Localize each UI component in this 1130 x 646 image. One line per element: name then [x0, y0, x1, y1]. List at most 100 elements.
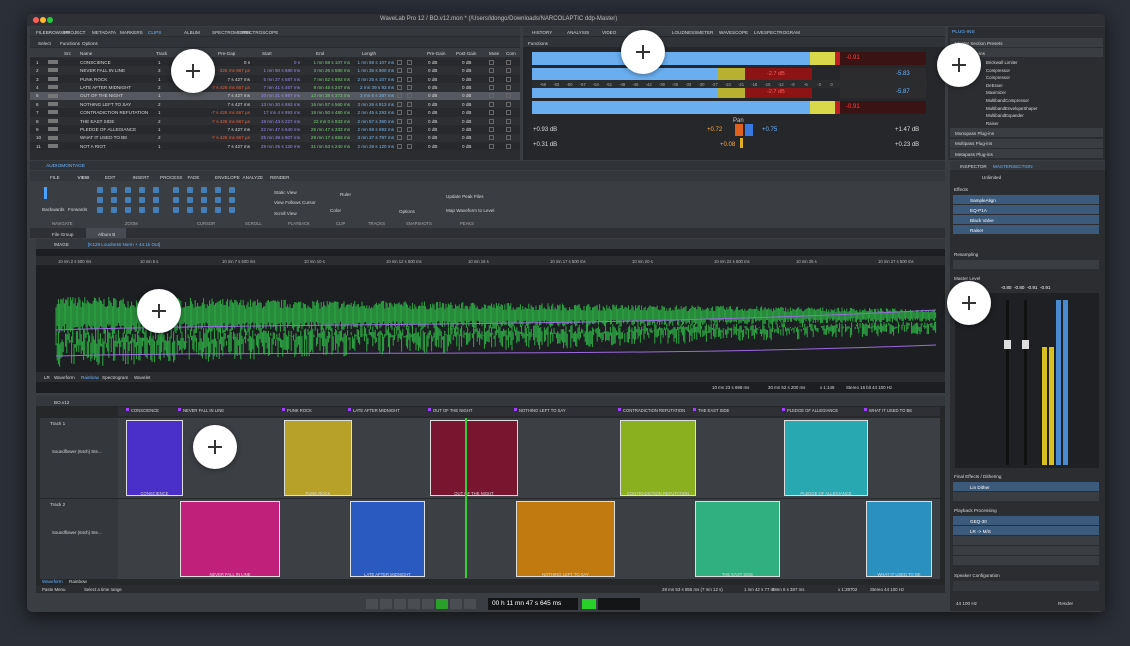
panel-tab[interactable]: MASTERSECTION — [993, 163, 1033, 169]
column-header: Start — [262, 50, 272, 56]
checkbox — [407, 143, 412, 149]
plugin-item[interactable]: Raiser — [986, 120, 999, 126]
cell: NEVER FALL IN LINE — [80, 68, 126, 74]
effect-name[interactable]: Black Valve — [970, 217, 994, 223]
ribbon-button[interactable]: Backwards — [42, 207, 65, 212]
source-icon — [48, 144, 58, 148]
effect-name[interactable]: SampleAlign — [970, 197, 996, 203]
ribbon-button[interactable]: Options — [399, 209, 415, 214]
ribbon-tab[interactable]: INSERT — [132, 174, 150, 180]
checkbox — [506, 76, 511, 82]
view-mode[interactable]: Spectrogram — [102, 375, 129, 380]
clip-name: WHAT IT USED TO BE — [877, 572, 921, 577]
view-mode[interactable]: Rainbow — [81, 375, 99, 380]
checkbox — [397, 68, 402, 74]
menu-button[interactable]: Functions — [60, 40, 80, 46]
panel-tab[interactable]: PROJECT — [64, 29, 86, 35]
cell: 0 dB — [462, 85, 472, 90]
ribbon-button[interactable]: Forwards — [68, 207, 88, 212]
ribbon-button[interactable]: Scroll View — [274, 211, 297, 216]
view-mode[interactable]: Waveform — [42, 579, 63, 584]
cell: 1 mn 58 s 107 ms — [313, 59, 350, 65]
cell: 2 — [158, 85, 161, 90]
plugin-item[interactable]: MultibandExpander — [986, 113, 1024, 119]
plugin-category[interactable]: Multipass Plug-ins — [955, 141, 993, 146]
readout: +0.23 dB — [895, 142, 920, 148]
view-mode[interactable]: Rainbow — [69, 579, 87, 584]
checkbox — [407, 76, 412, 82]
wave-tabs — [36, 239, 945, 249]
plugin-item[interactable]: Maximizer — [986, 90, 1007, 96]
file-tab[interactable]: File Group — [52, 231, 74, 237]
panel-tab[interactable]: MARKERS — [120, 29, 143, 35]
ribbon-button[interactable]: Color — [330, 208, 341, 213]
panel-tab[interactable]: ALBUM — [184, 29, 200, 35]
cell: 3 mn 26 s 913 ms — [357, 101, 394, 107]
ribbon-button[interactable]: Ruler — [340, 192, 351, 197]
render-button[interactable]: Render — [1058, 601, 1074, 606]
panel-tab[interactable]: SPECTROMETER — [212, 29, 251, 35]
peak-readout: -5.87 — [896, 89, 910, 95]
effect-name[interactable]: EQ-P1A — [970, 207, 987, 213]
ribbon-group: TRACKS — [368, 221, 385, 226]
cell: 7 s 427 ms — [227, 143, 250, 149]
cell: 0 dB — [462, 76, 472, 82]
ribbon-icon — [97, 187, 103, 193]
effect-name[interactable]: GEQ-30 — [970, 518, 987, 524]
marker — [126, 408, 129, 411]
ribbon-tab[interactable]: PROCESS — [160, 174, 183, 180]
document-tab[interactable]: BO.v12 — [54, 399, 70, 405]
scale-label: -12 — [777, 82, 784, 87]
effect-name[interactable]: Lin Dither — [970, 484, 990, 490]
ribbon-tab[interactable]: EDIT — [105, 174, 116, 180]
cell: 7 s 427 ms — [227, 101, 250, 107]
column-header: Pre-Gain — [427, 50, 446, 56]
plugin-item[interactable]: MultibandCompressor — [986, 98, 1029, 103]
effect-name[interactable]: LR -> M/S — [970, 528, 991, 534]
ribbon-tab[interactable]: VIEW — [77, 174, 90, 180]
panel-tab[interactable]: LIVESPECTROGRAM — [754, 29, 800, 35]
panel-tab[interactable]: LOUDNESSMETER — [672, 29, 714, 35]
panel-tab[interactable]: WAVESCOPE — [719, 29, 749, 35]
panel-tab[interactable]: METADATA — [92, 29, 116, 35]
view-mode[interactable]: LR — [44, 375, 50, 380]
panel-tab[interactable]: VIDEO — [602, 29, 617, 35]
level-readout: -0.91 — [1040, 285, 1051, 290]
plugin-item[interactable]: MultibandEnvelopeShaper — [986, 105, 1038, 111]
plugin-item[interactable]: Brickwall Limiter — [986, 60, 1018, 65]
panel-tab[interactable]: INSPECTOR — [960, 163, 987, 169]
plugin-item[interactable]: DeEsser — [986, 82, 1003, 88]
plugin-category[interactable]: Monopass Plug-ins — [955, 130, 995, 136]
ribbon-button[interactable]: Map Waveform to Level — [446, 208, 495, 213]
ribbon-icon — [229, 197, 235, 203]
ribbon-tab[interactable]: ENVELOPE — [215, 174, 240, 180]
panel-tab[interactable]: HISTORY — [532, 29, 553, 35]
view-mode[interactable]: Waveform — [54, 375, 75, 380]
section-title: Final Effects / Dithering — [954, 474, 1002, 479]
ribbon-tab[interactable]: FILE — [50, 174, 60, 180]
ribbon-button[interactable]: View Follows Cursor — [274, 200, 316, 205]
panel-tab[interactable]: SPECTROSCOPE — [240, 29, 279, 35]
plugin-item[interactable]: Compressor — [986, 67, 1010, 73]
menu-button[interactable]: Functions — [528, 40, 548, 46]
ribbon-button[interactable]: Update Peak Files — [446, 194, 484, 199]
panel-tab[interactable]: FILEBROWSER — [36, 29, 70, 35]
ribbon-tab[interactable]: ANALYZE — [242, 174, 264, 180]
panel-tab[interactable]: CLIPS — [148, 29, 162, 35]
clip-row — [30, 108, 520, 117]
view-mode[interactable]: Wavelet — [134, 375, 151, 380]
file-tab[interactable]: Album B — [98, 231, 116, 237]
plugin-category[interactable]: Metapass Plug-ins — [955, 151, 993, 157]
panel-tab[interactable]: ANALYSIS — [567, 29, 590, 35]
wave-tab[interactable]: IMAGE — [54, 242, 69, 247]
cell: 22 mn 47 s 640 ms — [260, 127, 300, 132]
status-text: 10 mn 23 s 698 ms — [712, 385, 750, 390]
ribbon-tab[interactable]: FADE — [187, 174, 200, 180]
plugin-item[interactable]: Compressor — [986, 75, 1010, 81]
ribbon-button[interactable]: Static View — [274, 190, 297, 195]
plugins-row — [950, 48, 1103, 57]
ribbon-tab[interactable]: RENDER — [270, 174, 290, 180]
menu-button[interactable]: Options — [82, 40, 98, 46]
effect-name[interactable]: Raiser — [970, 227, 984, 233]
menu-button[interactable]: Select — [38, 40, 51, 46]
